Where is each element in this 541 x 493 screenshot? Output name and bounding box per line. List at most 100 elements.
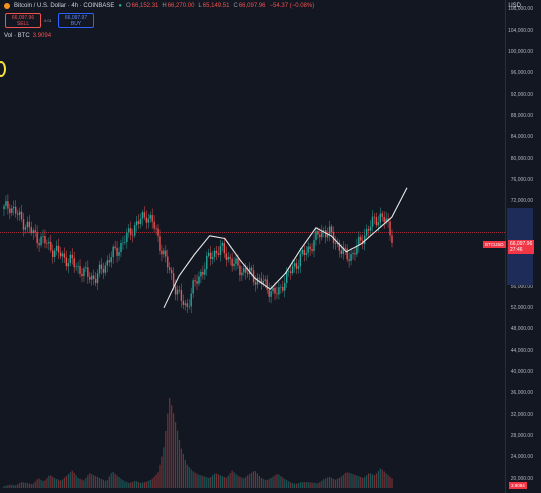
candle-body <box>346 248 348 260</box>
candle-body <box>247 272 249 275</box>
candle-body <box>77 266 79 267</box>
candle-body <box>155 228 157 230</box>
volume-bar <box>114 473 116 488</box>
symbol-header[interactable]: Bitcoin / U.S. Dollar · 4h · COINBASE ● … <box>4 3 314 9</box>
candle-body <box>217 253 220 255</box>
volume-bar <box>206 477 208 488</box>
volume-indicator-legend[interactable]: Vol · BTC 3.9094 <box>4 33 51 39</box>
volume-bar <box>352 474 354 488</box>
volume-bar <box>11 484 13 488</box>
candle-body <box>128 228 130 233</box>
volume-bar <box>36 479 38 488</box>
sell-button[interactable]: 66,097.96 SELL <box>5 13 41 28</box>
candle-body <box>118 252 120 256</box>
price-chart[interactable] <box>0 0 505 493</box>
candle-body <box>213 250 216 258</box>
candle-body <box>176 289 179 295</box>
buy-button[interactable]: 66,097.97 BUY <box>58 13 94 28</box>
symbol-title[interactable]: Bitcoin / U.S. Dollar · 4h · COINBASE <box>14 3 115 9</box>
volume-bar <box>32 483 34 488</box>
volume-bar <box>5 485 7 488</box>
candle-body <box>85 267 87 269</box>
volume-bar <box>100 478 103 488</box>
price-axis-tick: 52,000.00 <box>510 304 533 311</box>
candle-body <box>326 234 329 238</box>
volume-bar <box>231 470 233 488</box>
candle-body <box>356 245 358 255</box>
candle-body <box>319 234 321 238</box>
volume-bar <box>358 476 360 488</box>
candle-body <box>108 260 110 263</box>
candle-body <box>215 250 218 254</box>
volume-bar <box>243 478 245 488</box>
volume-bar <box>61 479 64 488</box>
volume-bar <box>348 472 350 488</box>
volume-bar <box>7 485 9 488</box>
candle-body <box>34 230 36 233</box>
candle-body <box>52 250 54 257</box>
candle-body <box>57 245 60 253</box>
volume-bar <box>65 475 67 488</box>
bar-countdown: 27:46 <box>510 247 523 253</box>
candle-body <box>104 265 107 273</box>
volume-bar <box>313 482 315 488</box>
volume-bar <box>264 479 266 488</box>
volume-bar <box>227 475 229 488</box>
volume-bar <box>338 477 340 488</box>
volume-bar <box>233 472 235 488</box>
volume-bar <box>323 479 325 488</box>
volume-bar <box>241 477 243 488</box>
candle-body <box>182 300 185 305</box>
price-axis-tick: 36,000.00 <box>510 390 533 397</box>
price-axis-tick: 32,000.00 <box>510 411 533 418</box>
candle-body <box>75 266 77 268</box>
candle-body <box>389 221 391 236</box>
candle-body <box>174 286 177 295</box>
ohlc-change: −54.37 (−0.08%) <box>269 3 315 9</box>
volume-bar <box>354 474 356 488</box>
candle-body <box>188 306 190 307</box>
volume-bar <box>176 430 179 488</box>
candle-body <box>260 278 263 284</box>
candle-body <box>110 257 112 263</box>
volume-bar <box>235 473 237 488</box>
candle-body <box>92 275 95 279</box>
volume-bar <box>346 472 348 488</box>
currency-label[interactable]: USD <box>508 3 521 9</box>
volume-bar <box>178 439 181 488</box>
candle-body <box>196 281 198 284</box>
volume-bar <box>366 475 368 488</box>
volume-bar <box>128 482 130 488</box>
volume-bar <box>17 484 19 488</box>
drawing-marker-icon[interactable] <box>0 61 6 77</box>
candle-body <box>145 217 148 223</box>
candle-body <box>122 242 124 244</box>
volume-bar <box>192 471 194 488</box>
volume-bar <box>165 431 167 488</box>
candle-body <box>44 236 46 244</box>
candle-body <box>69 254 71 264</box>
sell-label: SELL <box>16 21 30 27</box>
candle-body <box>96 273 99 284</box>
candle-body <box>7 201 9 209</box>
volume-bar <box>356 475 358 488</box>
candle-body <box>330 226 333 233</box>
volume-bar <box>375 473 378 488</box>
candle-body <box>198 276 200 284</box>
volume-bar <box>139 482 142 488</box>
volume-bar <box>278 474 280 488</box>
price-axis-tick: 40,000.00 <box>510 368 533 375</box>
volume-bar <box>262 478 264 488</box>
volume-bar <box>225 477 227 488</box>
candle-body <box>219 245 222 255</box>
candle-body <box>227 256 229 260</box>
candle-body <box>135 221 138 226</box>
volume-bar <box>50 475 52 488</box>
candle-body <box>297 266 300 269</box>
candle-body <box>98 264 101 274</box>
volume-bar <box>95 476 97 488</box>
candle-body <box>381 213 383 217</box>
volume-bar <box>245 476 247 488</box>
volume-bar <box>116 475 118 488</box>
